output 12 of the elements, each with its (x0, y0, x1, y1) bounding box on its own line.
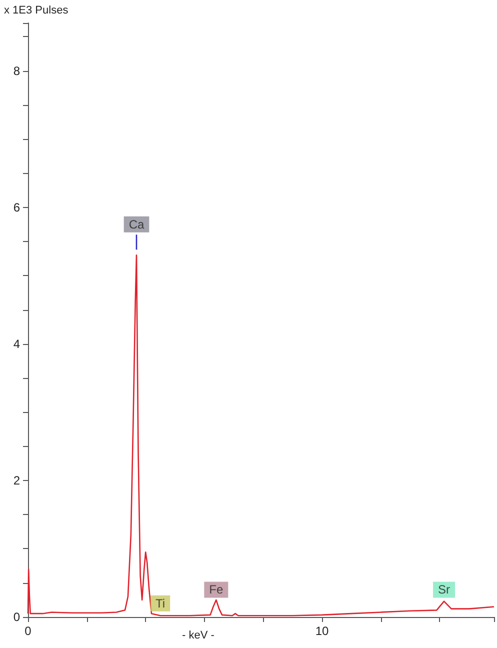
x-axis-title: - keV - (182, 630, 215, 642)
annotation: Fe (209, 582, 224, 597)
annotation: Ti (156, 596, 166, 610)
y-tick-label: 8 (13, 64, 20, 78)
y-tick-label: 6 (13, 200, 20, 214)
y-axis-title: x 1E3 Pulses (4, 4, 69, 16)
x-tick-label: 10 (315, 624, 329, 638)
annotation: Ca (128, 217, 144, 232)
y-tick-label: 2 (13, 473, 20, 488)
annotation: Sr (438, 582, 450, 597)
y-tick-label: 4 (13, 336, 20, 351)
y-tick-label: 0 (13, 610, 20, 624)
